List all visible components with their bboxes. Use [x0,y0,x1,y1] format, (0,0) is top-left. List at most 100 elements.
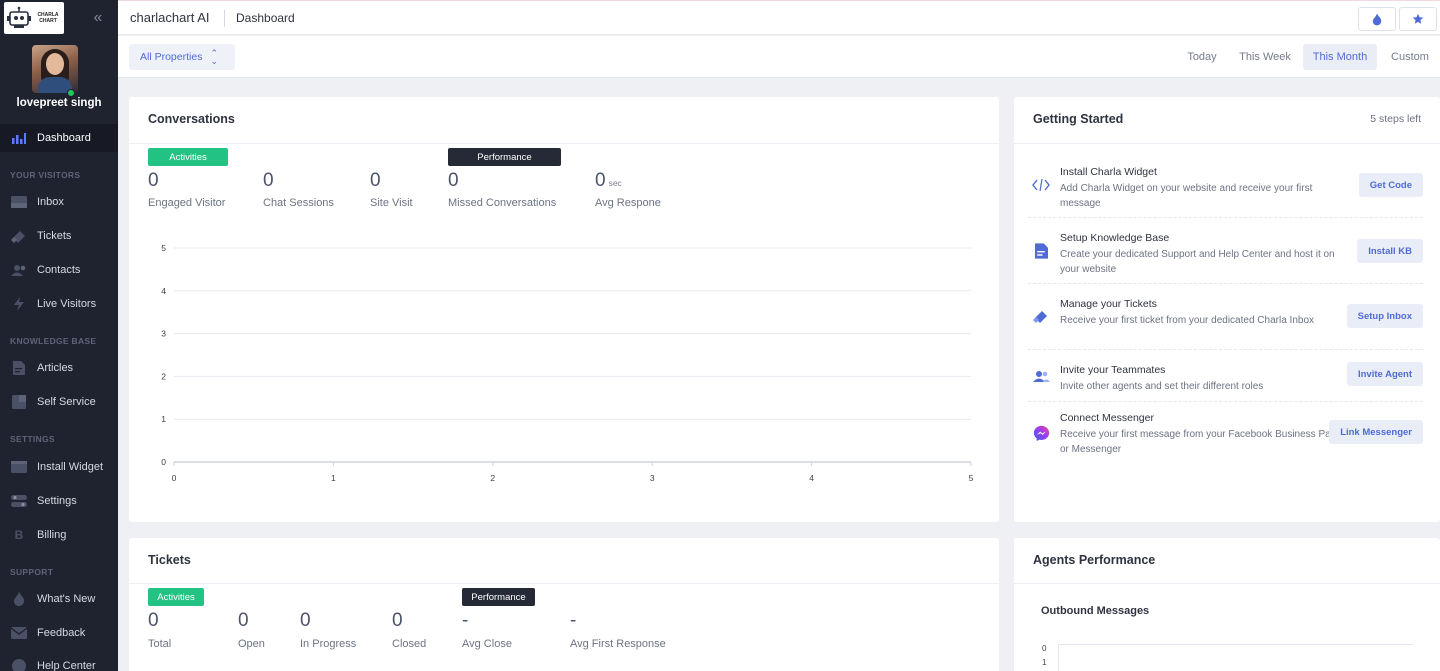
get-code-button[interactable]: Get Code [1358,173,1423,197]
document-icon [1032,242,1050,260]
sidebar-item-contacts[interactable]: Contacts [0,256,118,284]
closed-label: Closed [392,638,427,650]
help-icon [10,659,28,671]
robot-logo-icon [7,6,31,28]
site-visit-value: 0 [370,170,381,191]
range-this-month[interactable]: This Month [1303,44,1377,70]
chevron-up-down-icon: ⌃ ⌄ [210,48,218,66]
in-progress-value: 0 [300,610,311,631]
sidebar-item-label: Billing [37,529,67,541]
sidebar-item-whats-new[interactable]: What's New [0,585,118,613]
open-label: Open [238,638,265,650]
card-divider [1014,143,1440,144]
favorite-button[interactable] [1399,7,1437,31]
nav-section-support: SUPPORT [10,567,54,577]
logo-text: CHARLA CHART [37,12,59,24]
sidebar-item-feedback[interactable]: Feedback [0,619,118,647]
widget-icon [10,460,28,474]
avatar[interactable] [32,45,78,93]
sidebar-item-label: Help Center [37,660,96,671]
range-custom[interactable]: Custom [1391,51,1429,63]
step-title: Invite your Teammates [1060,364,1166,376]
closed-value: 0 [392,610,403,631]
install-kb-button[interactable]: Install KB [1357,239,1423,263]
sidebar-item-label: Feedback [37,627,86,639]
step-title: Connect Messenger [1060,412,1154,424]
performance-badge: Performance [462,588,535,606]
sidebar-item-tickets[interactable]: Tickets [0,222,118,250]
avg-response-label: Avg Respone [595,197,661,209]
performance-badge: Performance [448,148,561,166]
collapse-sidebar-icon[interactable]: « [93,9,103,26]
breadcrumb: Dashboard [236,11,295,25]
property-select[interactable]: All Properties ⌃ ⌄ [129,44,235,70]
range-today[interactable]: Today [1187,51,1217,63]
step-title: Setup Knowledge Base [1060,232,1170,244]
activities-badge: Activities [148,148,228,166]
step-title: Install Charla Widget [1060,166,1157,178]
sidebar-item-label: Self Service [37,396,96,408]
article-icon [10,361,28,375]
avg-response-unit: sec [608,178,622,188]
user-name: lovepreet singh [16,97,102,109]
chart-x-tick: 1 [331,473,336,483]
in-progress-label: In Progress [300,638,357,650]
code-icon [1032,176,1050,194]
avg-close-label: Avg Close [462,638,512,650]
total-label: Total [148,638,172,650]
chart-y-tick: 2 [161,371,166,381]
nav-section-settings: SETTINGS [10,434,55,444]
range-this-week[interactable]: This Week [1239,51,1291,63]
sidebar-item-billing[interactable]: B Billing [0,521,118,549]
total-value: 0 [148,610,159,631]
app-name: charlachart AI [130,10,210,25]
sidebar-item-inbox[interactable]: Inbox [0,188,118,216]
sidebar-item-dashboard[interactable]: Dashboard [0,124,118,152]
tickets-title: Tickets [148,553,191,567]
avg-response-number: 0 [595,170,606,191]
setup-inbox-button[interactable]: Setup Inbox [1346,304,1423,328]
chart-y-tick: 1 [161,414,166,424]
step-description: Receive your first ticket from your dedi… [1060,315,1314,326]
sidebar: CHARLA CHART « lovepreet singh Dashboard… [0,0,118,671]
online-status-dot [67,89,75,97]
site-visit-label: Site Visit [370,197,413,209]
inbox-icon [10,195,28,209]
sidebar-item-install-widget[interactable]: Install Widget [0,453,118,481]
star-icon [1412,13,1424,24]
sidebar-item-label: Live Visitors [37,298,97,310]
billing-icon: B [14,528,24,542]
ticket-icon [10,229,28,243]
chat-sessions-value: 0 [263,170,274,191]
step-install-widget: Install Charla Widget Add Charla Widget … [1028,152,1423,218]
sidebar-item-help-center[interactable]: Help Center [0,652,118,671]
bar-chart-icon [10,131,28,145]
conversations-chart: 0 1 2 3 4 5 0 1 2 3 4 5 [161,243,974,483]
avg-first-response-label: Avg First Response [570,638,666,650]
agents-y-tick: 0 [1042,644,1047,653]
sidebar-item-label: Articles [37,362,74,374]
chart-x-tick: 5 [969,473,974,483]
live-visitors-icon [10,297,28,311]
avg-response-value: 0 sec [595,170,622,192]
mail-icon [10,626,28,640]
app-logo[interactable]: CHARLA CHART [4,2,64,34]
breadcrumb-divider [224,10,225,27]
sidebar-item-articles[interactable]: Articles [0,354,118,382]
link-messenger-button[interactable]: Link Messenger [1329,420,1423,444]
agents-axis-line [1058,644,1059,671]
chart-y-tick: 5 [161,243,166,253]
avg-first-response-value: - [570,610,577,631]
avg-close-value: - [462,610,469,631]
messenger-icon [1032,424,1050,442]
sidebar-item-settings[interactable]: Settings [0,487,118,515]
sidebar-item-self-service[interactable]: Self Service [0,388,118,416]
step-description: Add Charla Widget on your website and re… [1060,183,1313,209]
invite-agent-button[interactable]: Invite Agent [1346,362,1423,386]
step-description: Invite other agents and set their differ… [1060,381,1264,392]
chart-y-tick: 4 [161,286,166,296]
whats-new-button[interactable] [1358,7,1396,31]
nav-section-knowledge-base: KNOWLEDGE BASE [10,336,97,346]
sidebar-item-label: Settings [37,495,77,507]
sidebar-item-live-visitors[interactable]: Live Visitors [0,290,118,318]
